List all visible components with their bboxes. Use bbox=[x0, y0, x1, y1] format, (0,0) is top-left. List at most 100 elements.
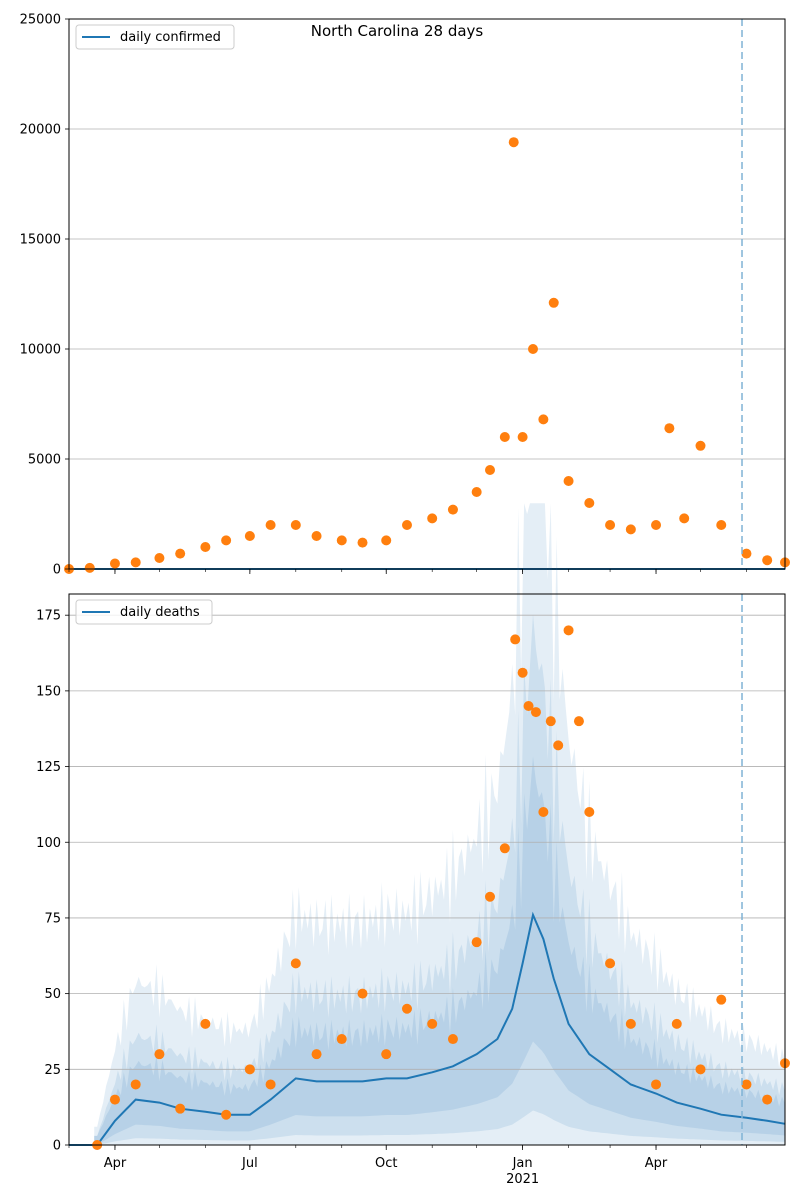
axes-frame bbox=[68, 18, 786, 570]
x-tick-label: Apr bbox=[104, 1156, 127, 1171]
data-point bbox=[605, 520, 616, 530]
y-tick-label: 20000 bbox=[20, 123, 61, 138]
y-tick-label: 25 bbox=[44, 1063, 61, 1078]
uncertainty-bands bbox=[94, 503, 785, 1145]
confirmed-panel: 0 5000 10000 15000 20000 25000 North Carolina… bbox=[20, 13, 790, 578]
data-point bbox=[401, 520, 412, 530]
data-point bbox=[244, 1064, 255, 1075]
data-point bbox=[508, 137, 519, 148]
legend-box bbox=[75, 599, 213, 625]
data-point bbox=[447, 504, 458, 515]
data-point bbox=[84, 562, 95, 573]
data-point bbox=[109, 1094, 120, 1105]
data-point bbox=[695, 440, 706, 451]
legend-label: daily confirmed bbox=[120, 30, 221, 45]
data-point bbox=[695, 1064, 706, 1075]
data-point bbox=[553, 740, 564, 751]
series-line bbox=[69, 911, 786, 1146]
data-point bbox=[290, 958, 301, 969]
data-point bbox=[290, 520, 301, 530]
y-tick-label: 15000 bbox=[20, 233, 61, 248]
y-tick-label: 125 bbox=[36, 760, 61, 775]
axes-frame bbox=[68, 593, 786, 1146]
data-point bbox=[499, 432, 510, 442]
data-point bbox=[762, 1094, 773, 1105]
axes: 0 5000 10000 15000 20000 25000 bbox=[20, 13, 786, 578]
y-tick-label: 150 bbox=[36, 684, 61, 699]
data-point bbox=[625, 1018, 636, 1029]
plot-area bbox=[69, 19, 785, 569]
confidence-band bbox=[94, 503, 785, 1145]
data-point bbox=[716, 994, 727, 1005]
data-point bbox=[548, 297, 559, 308]
y-tick-label: 0 bbox=[53, 1139, 61, 1154]
data-point bbox=[336, 1034, 347, 1045]
data-point bbox=[510, 634, 521, 645]
chart-title: North Carolina 28 days bbox=[311, 22, 484, 40]
x-tick-sublabel: 2021 bbox=[506, 1172, 539, 1187]
data-point bbox=[471, 937, 482, 948]
data-point bbox=[741, 548, 752, 559]
legend: daily confirmed bbox=[75, 24, 235, 50]
data-point bbox=[130, 1079, 141, 1090]
data-point bbox=[563, 476, 574, 486]
x-tick-label: Apr bbox=[645, 1156, 668, 1171]
data-point bbox=[130, 557, 141, 568]
data-point bbox=[200, 542, 211, 552]
data-point bbox=[200, 1018, 211, 1029]
confidence-band bbox=[94, 614, 785, 1145]
legend: daily deaths bbox=[75, 599, 213, 625]
legend-label: daily deaths bbox=[120, 605, 200, 620]
data-point bbox=[221, 535, 232, 546]
data-point bbox=[221, 1109, 232, 1120]
data-point bbox=[545, 716, 556, 727]
data-point bbox=[584, 498, 595, 508]
data-point bbox=[336, 535, 347, 546]
data-point bbox=[381, 535, 392, 546]
y-tick-label: 100 bbox=[36, 836, 61, 851]
data-point bbox=[530, 707, 541, 718]
data-point bbox=[651, 520, 662, 530]
x-tick-label: Jul bbox=[241, 1156, 258, 1171]
data-point bbox=[605, 958, 616, 969]
data-point bbox=[563, 625, 574, 636]
data-point bbox=[265, 1079, 276, 1090]
data-point bbox=[427, 513, 438, 524]
y-tick-label: 5000 bbox=[28, 453, 61, 468]
data-point bbox=[357, 537, 368, 548]
confidence-band bbox=[94, 756, 785, 1145]
data-point bbox=[447, 1034, 458, 1045]
data-point bbox=[664, 423, 675, 434]
plot-area bbox=[69, 594, 785, 1145]
data-point bbox=[538, 414, 549, 425]
data-point bbox=[625, 524, 636, 535]
data-point bbox=[499, 843, 510, 854]
data-point bbox=[716, 520, 727, 530]
data-point bbox=[244, 531, 255, 541]
data-point bbox=[485, 465, 496, 475]
data-point bbox=[357, 988, 368, 999]
data-point bbox=[651, 1079, 662, 1090]
legend-box bbox=[75, 24, 235, 50]
data-point bbox=[517, 667, 528, 678]
data-point bbox=[527, 344, 538, 354]
data-point bbox=[485, 891, 496, 902]
data-point bbox=[517, 432, 528, 442]
data-point bbox=[381, 1049, 392, 1060]
data-point bbox=[175, 548, 186, 559]
data-point bbox=[401, 1003, 412, 1014]
data-point bbox=[471, 487, 482, 497]
data-point bbox=[671, 1018, 682, 1029]
data-point bbox=[538, 806, 549, 817]
y-tick-label: 10000 bbox=[20, 343, 61, 358]
data-point bbox=[584, 806, 595, 817]
data-point bbox=[154, 1049, 165, 1060]
y-tick-label: 0 bbox=[53, 563, 61, 578]
data-point bbox=[154, 553, 165, 563]
data-point bbox=[741, 1079, 752, 1090]
data-point bbox=[679, 513, 690, 524]
data-point bbox=[311, 1049, 322, 1060]
y-tick-label: 50 bbox=[44, 987, 61, 1002]
